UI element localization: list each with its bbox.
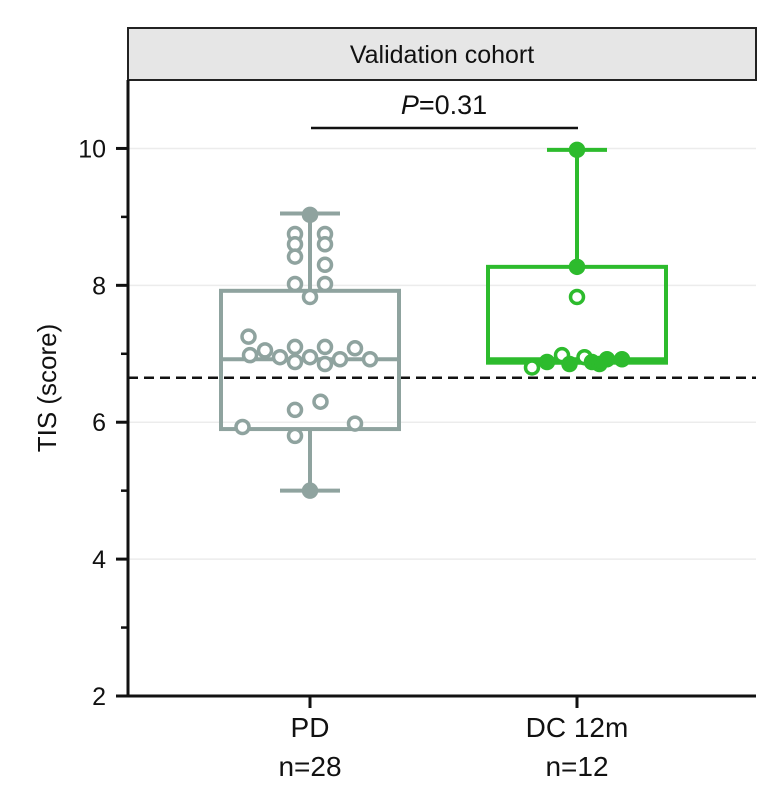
data-point-pd-15 bbox=[241, 346, 259, 364]
data-point-pd-26 bbox=[286, 427, 304, 445]
data-point-dc-12m-11 bbox=[523, 359, 541, 376]
gridlines bbox=[128, 147, 756, 560]
data-point-pd-22 bbox=[312, 393, 329, 410]
data-point-pd-19 bbox=[361, 351, 379, 368]
data-point-pd-5 bbox=[286, 248, 304, 265]
y-axis-ticks: 2 4 6 8 10 bbox=[78, 135, 128, 711]
data-point-dc-12m-9 bbox=[561, 355, 578, 373]
data-point-pd-25 bbox=[234, 418, 251, 436]
p-value-prefix: P bbox=[401, 90, 419, 120]
y-tick-label-8: 8 bbox=[92, 272, 106, 300]
box-dc-12m bbox=[486, 264, 668, 365]
p-value-annotation: P=0.31 bbox=[401, 90, 487, 120]
data-point-pd-8 bbox=[316, 275, 334, 293]
x-axis-ticks: PD n=28 DC 12m n=12 bbox=[278, 696, 628, 782]
data-point-pd-10 bbox=[240, 328, 257, 345]
data-point-pd-4 bbox=[316, 236, 334, 253]
data-point-pd-23 bbox=[286, 401, 304, 419]
data-point-pd-20 bbox=[286, 353, 304, 371]
data-point-pd-16 bbox=[271, 348, 289, 366]
data-point-pd-18 bbox=[331, 351, 349, 368]
data-point-pd-24 bbox=[346, 415, 364, 432]
panel-header bbox=[127, 27, 757, 81]
y-tick-label-2: 2 bbox=[92, 683, 106, 711]
data-point-dc-12m-1 bbox=[568, 258, 586, 276]
n-label-pd: n=28 bbox=[278, 751, 341, 782]
data-point-dc-12m-2 bbox=[568, 288, 586, 306]
p-value-text: =0.31 bbox=[419, 90, 487, 120]
data-point-pd-12 bbox=[286, 338, 304, 356]
data-point-pd-7 bbox=[286, 275, 304, 293]
data-point-pd-13 bbox=[316, 338, 334, 356]
data-point-dc-12m-7 bbox=[613, 351, 631, 368]
data-point-pd-0 bbox=[301, 206, 319, 224]
data-point-dc-12m-10 bbox=[591, 355, 608, 373]
y-tick-label-6: 6 bbox=[92, 409, 106, 437]
y-tick-label-4: 4 bbox=[92, 546, 106, 574]
data-point-pd-21 bbox=[316, 355, 334, 373]
panel-title: Validation cohort bbox=[350, 41, 534, 69]
data-point-pd-6 bbox=[316, 256, 334, 274]
data-point-pd-9 bbox=[301, 288, 319, 306]
data-point-dc-12m-0 bbox=[568, 141, 586, 159]
n-label-dc-12m: n=12 bbox=[545, 751, 608, 782]
data-points bbox=[234, 141, 631, 499]
y-axis-label: TIS (score) bbox=[32, 324, 62, 453]
data-point-pd-11 bbox=[256, 342, 274, 359]
data-point-pd-14 bbox=[346, 340, 364, 357]
x-tick-label-pd: PD bbox=[291, 712, 330, 743]
x-tick-label-dc-12m: DC 12m bbox=[526, 712, 629, 743]
data-point-pd-17 bbox=[301, 348, 319, 366]
data-point-pd-27 bbox=[301, 482, 319, 499]
y-tick-label-10: 10 bbox=[78, 135, 106, 163]
data-point-dc-12m-6 bbox=[538, 353, 556, 371]
